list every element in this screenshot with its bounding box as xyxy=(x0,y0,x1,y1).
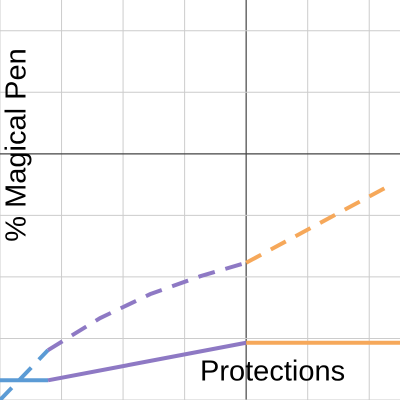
y-axis-label: % Magical Pen xyxy=(1,48,33,241)
plot xyxy=(0,183,400,400)
series-line xyxy=(46,260,247,352)
x-axis-label: Protections xyxy=(200,356,345,388)
series-line xyxy=(47,340,247,383)
series-line xyxy=(245,183,392,265)
series-line xyxy=(0,348,50,400)
